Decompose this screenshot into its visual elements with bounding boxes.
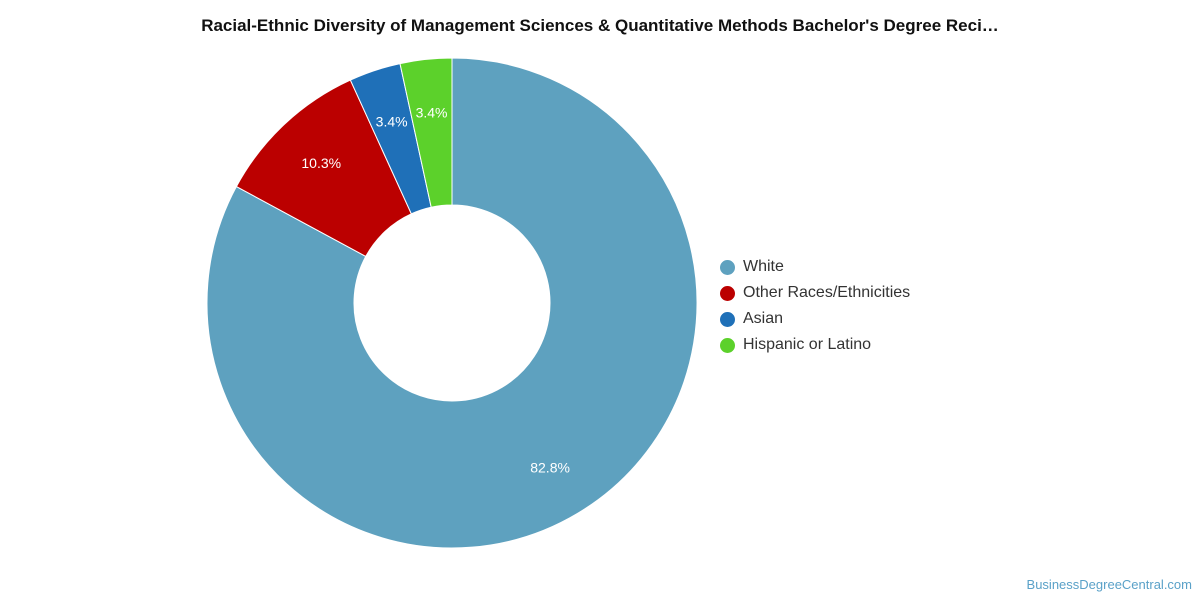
legend-item-hispanic-latino[interactable]: Hispanic or Latino bbox=[720, 332, 910, 358]
legend-item-other-races[interactable]: Other Races/Ethnicities bbox=[720, 280, 910, 306]
chart-slices bbox=[206, 57, 698, 549]
legend-swatch-other-races bbox=[720, 285, 735, 301]
chart-value-labels: 82.8% 10.3% 3.4% 3.4% bbox=[301, 105, 570, 476]
slice-label-hispanic-latino: 3.4% bbox=[416, 105, 448, 121]
legend-label-other-races: Other Races/Ethnicities bbox=[743, 284, 911, 301]
legend-label-white: White bbox=[743, 258, 784, 275]
legend-item-asian[interactable]: Asian bbox=[720, 306, 910, 332]
legend-label-hispanic-latino: Hispanic or Latino bbox=[743, 336, 872, 353]
slice-label-asian: 3.4% bbox=[376, 113, 408, 129]
legend-swatch-white bbox=[720, 259, 735, 275]
legend-swatch-asian bbox=[720, 311, 735, 327]
source-watermark-link[interactable]: BusinessDegreeCentral.com bbox=[1026, 577, 1192, 592]
legend-swatch-hispanic-latino bbox=[720, 337, 735, 353]
slice-other-races[interactable] bbox=[235, 79, 413, 258]
chart-legend: White Other Races/Ethnicities Asian Hispani… bbox=[720, 254, 910, 358]
legend-item-white[interactable]: White bbox=[720, 254, 910, 280]
slice-hispanic-latino[interactable] bbox=[399, 57, 453, 208]
legend-label-asian: Asian bbox=[743, 310, 784, 327]
chart-title: Racial-Ethnic Diversity of Management Sc… bbox=[201, 16, 999, 35]
slice-label-white: 82.8% bbox=[530, 459, 570, 475]
slice-white[interactable] bbox=[206, 57, 698, 549]
slice-label-other-races: 10.3% bbox=[301, 155, 341, 171]
